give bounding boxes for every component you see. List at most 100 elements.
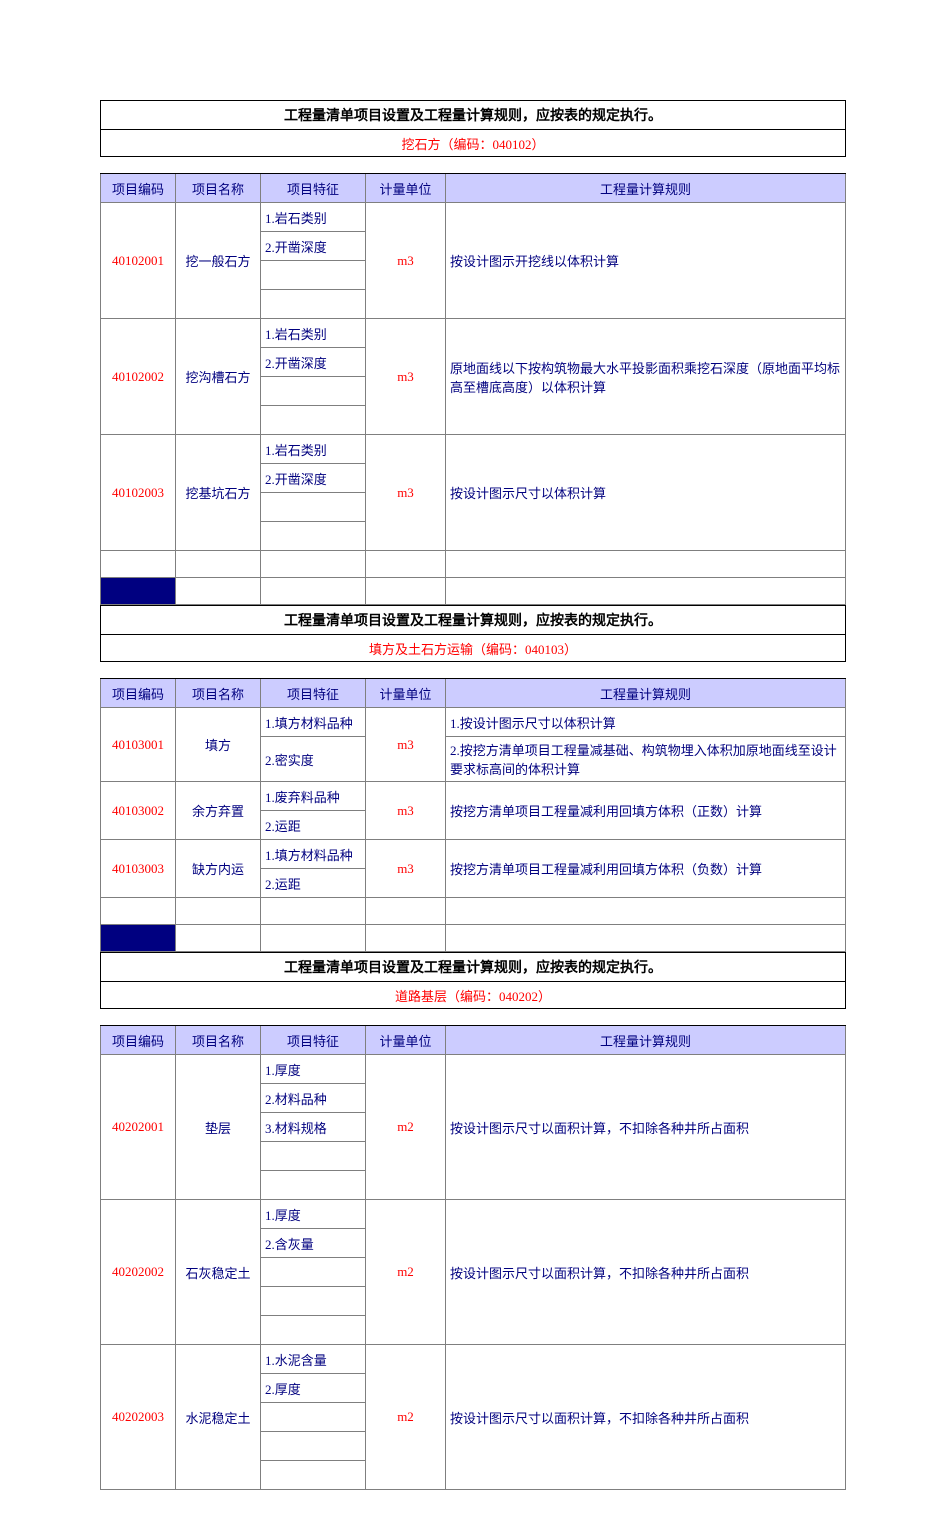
col-header: 项目特征	[261, 174, 366, 203]
unit-cell: m3	[366, 203, 446, 319]
rule-cell: 原地面线以下按构筑物最大水平投影面积乘挖石深度（原地面平均标高至槽底高度）以体积…	[446, 319, 846, 435]
feature-cell: 1.填方材料品种	[261, 840, 366, 869]
rule-cell: 按挖方清单项目工程量减利用回填方体积（负数）计算	[446, 840, 846, 898]
rule-cell: 按挖方清单项目工程量减利用回填方体积（正数）计算	[446, 782, 846, 840]
feature-cell	[261, 1403, 366, 1432]
name-cell: 石灰稳定土	[176, 1200, 261, 1345]
unit-cell: m3	[366, 435, 446, 551]
feature-cell: 2.开凿深度	[261, 348, 366, 377]
document-container: 工程量清单项目设置及工程量计算规则，应按表的规定执行。 挖石方（编码：04010…	[100, 100, 845, 1490]
rule-cell: 按设计图示尺寸以面积计算，不扣除各种井所占面积	[446, 1345, 846, 1490]
name-cell: 挖一般石方	[176, 203, 261, 319]
feature-cell: 1.厚度	[261, 1200, 366, 1229]
feature-cell	[261, 493, 366, 522]
feature-cell: 1.岩石类别	[261, 319, 366, 348]
rule-cell: 按设计图示尺寸以体积计算	[446, 435, 846, 551]
name-cell: 挖沟槽石方	[176, 319, 261, 435]
rule-cell: 按设计图示尺寸以面积计算，不扣除各种井所占面积	[446, 1200, 846, 1345]
section-subtitle: 挖石方（编码：040102）	[101, 130, 846, 157]
feature-cell	[261, 1432, 366, 1461]
col-header: 计量单位	[366, 679, 446, 708]
feature-cell: 2.运距	[261, 869, 366, 898]
spacer	[101, 662, 846, 679]
col-header: 项目名称	[176, 679, 261, 708]
col-header: 项目名称	[176, 174, 261, 203]
feature-cell	[261, 261, 366, 290]
feature-cell: 2.含灰量	[261, 1229, 366, 1258]
col-header: 工程量计算规则	[446, 1026, 846, 1055]
col-header: 项目特征	[261, 1026, 366, 1055]
rule-cell: 按设计图示开挖线以体积计算	[446, 203, 846, 319]
spacer	[101, 1009, 846, 1026]
section-title: 工程量清单项目设置及工程量计算规则，应按表的规定执行。	[101, 953, 846, 982]
feature-cell	[261, 1461, 366, 1490]
section-title: 工程量清单项目设置及工程量计算规则，应按表的规定执行。	[101, 101, 846, 130]
name-cell: 挖基坑石方	[176, 435, 261, 551]
col-header: 计量单位	[366, 174, 446, 203]
feature-cell: 2.开凿深度	[261, 232, 366, 261]
dark-cell	[101, 925, 176, 952]
feature-cell: 1.岩石类别	[261, 435, 366, 464]
feature-cell: 1.岩石类别	[261, 203, 366, 232]
section-1-table: 工程量清单项目设置及工程量计算规则，应按表的规定执行。 挖石方（编码：04010…	[100, 100, 846, 605]
feature-cell: 2.运距	[261, 811, 366, 840]
feature-cell: 1.水泥含量	[261, 1345, 366, 1374]
spacer	[101, 157, 846, 174]
name-cell: 余方弃置	[176, 782, 261, 840]
section-subtitle: 道路基层（编码：040202）	[101, 982, 846, 1009]
section-title: 工程量清单项目设置及工程量计算规则，应按表的规定执行。	[101, 606, 846, 635]
col-header: 项目名称	[176, 1026, 261, 1055]
col-header: 计量单位	[366, 1026, 446, 1055]
col-header: 项目编码	[101, 174, 176, 203]
code-cell: 40103002	[101, 782, 176, 840]
rule-cell: 1.按设计图示尺寸以体积计算	[446, 708, 846, 737]
code-cell: 40202002	[101, 1200, 176, 1345]
col-header: 工程量计算规则	[446, 679, 846, 708]
name-cell: 水泥稳定土	[176, 1345, 261, 1490]
feature-cell: 2.厚度	[261, 1374, 366, 1403]
col-header: 项目特征	[261, 679, 366, 708]
unit-cell: m2	[366, 1345, 446, 1490]
feature-cell: 1.填方材料品种	[261, 708, 366, 737]
feature-cell: 1.厚度	[261, 1055, 366, 1084]
feature-cell	[261, 1287, 366, 1316]
code-cell: 40103001	[101, 708, 176, 782]
feature-cell: 2.材料品种	[261, 1084, 366, 1113]
unit-cell: m3	[366, 708, 446, 782]
dark-cell	[101, 578, 176, 605]
feature-cell: 2.开凿深度	[261, 464, 366, 493]
col-header: 项目编码	[101, 679, 176, 708]
code-cell: 40202003	[101, 1345, 176, 1490]
feature-cell	[261, 1171, 366, 1200]
feature-cell: 2.密实度	[261, 737, 366, 782]
name-cell: 缺方内运	[176, 840, 261, 898]
feature-cell	[261, 522, 366, 551]
col-header: 项目编码	[101, 1026, 176, 1055]
feature-cell: 3.材料规格	[261, 1113, 366, 1142]
feature-cell	[261, 1316, 366, 1345]
code-cell: 40102002	[101, 319, 176, 435]
feature-cell	[261, 1142, 366, 1171]
name-cell: 填方	[176, 708, 261, 782]
feature-cell	[261, 1258, 366, 1287]
unit-cell: m3	[366, 782, 446, 840]
code-cell: 40103003	[101, 840, 176, 898]
unit-cell: m2	[366, 1200, 446, 1345]
section-subtitle: 填方及土石方运输（编码：040103）	[101, 635, 846, 662]
rule-cell: 2.按挖方清单项目工程量减基础、构筑物埋入体积加原地面线至设计要求标高间的体积计…	[446, 737, 846, 782]
feature-cell	[261, 406, 366, 435]
unit-cell: m3	[366, 840, 446, 898]
name-cell: 垫层	[176, 1055, 261, 1200]
col-header: 工程量计算规则	[446, 174, 846, 203]
code-cell: 40102001	[101, 203, 176, 319]
section-2-table: 工程量清单项目设置及工程量计算规则，应按表的规定执行。 填方及土石方运输（编码：…	[100, 605, 846, 952]
feature-cell	[261, 377, 366, 406]
unit-cell: m2	[366, 1055, 446, 1200]
code-cell: 40202001	[101, 1055, 176, 1200]
section-3-table: 工程量清单项目设置及工程量计算规则，应按表的规定执行。 道路基层（编码：0402…	[100, 952, 846, 1490]
feature-cell: 1.废弃料品种	[261, 782, 366, 811]
code-cell: 40102003	[101, 435, 176, 551]
rule-cell: 按设计图示尺寸以面积计算，不扣除各种井所占面积	[446, 1055, 846, 1200]
unit-cell: m3	[366, 319, 446, 435]
feature-cell	[261, 290, 366, 319]
